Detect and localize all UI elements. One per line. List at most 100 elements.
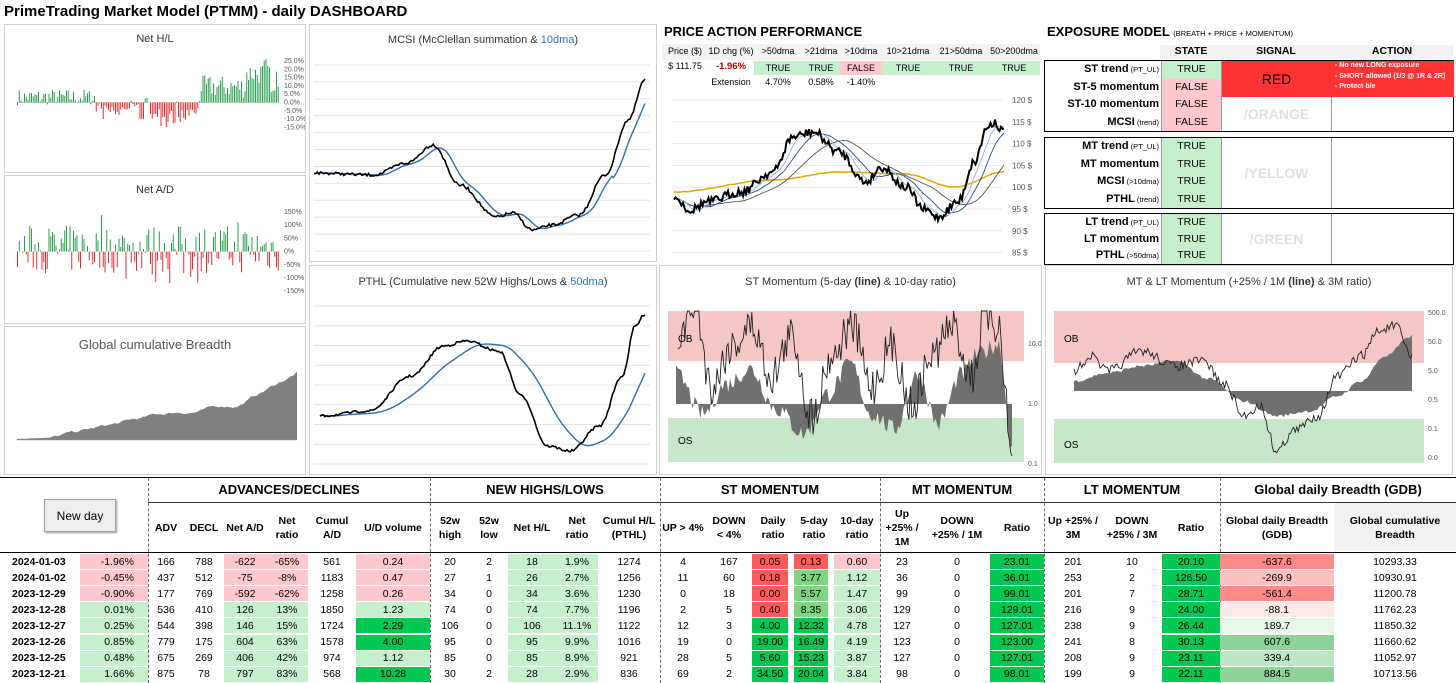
net-hl-chart: 25.0%20.0% 15.0%10.0%5.0% 0.0%-5.0%-10.0%-…	[17, 58, 305, 131]
table-cell: 20.04	[794, 666, 828, 682]
table-cell: 1258	[320, 587, 344, 600]
table-cell: 788	[195, 555, 213, 568]
net-ad-bar	[225, 234, 227, 252]
net-hl-bar	[263, 60, 265, 103]
net-ad-bar	[164, 243, 165, 252]
net-ad-bar	[50, 236, 52, 252]
table-cell: 20	[444, 555, 456, 568]
table-cell: 26	[508, 570, 556, 586]
net-ad-bar	[153, 227, 155, 252]
group-header: ST MOMENTUM	[720, 482, 820, 497]
net-ad-bar	[237, 222, 239, 252]
table-cell: 9	[1129, 668, 1135, 681]
net-ad-bar	[88, 251, 90, 261]
net-hl-bar	[111, 102, 113, 107]
net-hl-bar	[17, 102, 18, 106]
net-ad-bar	[134, 251, 136, 262]
net-hl-bar	[18, 90, 20, 103]
table-cell: 9.9%	[556, 634, 598, 650]
mt-state-cell: TRUE	[1162, 155, 1221, 173]
net-ad-bar	[76, 235, 78, 252]
column-header: Daily ratio	[760, 515, 786, 541]
price-flag: TRUE	[802, 61, 840, 75]
group-underline	[148, 502, 1456, 503]
table-cell: 1196	[617, 603, 641, 616]
mcsi-title: MCSI (McClellan summation & 10dma)	[387, 34, 579, 46]
net-ad-bar	[246, 234, 248, 252]
net-ad-bar	[95, 233, 97, 252]
net-hl-bar	[165, 102, 167, 128]
st-ob-zone	[668, 311, 1024, 361]
net-ad-bar	[204, 229, 206, 252]
table-cell: 0.05	[752, 554, 788, 569]
net-hl-bar	[235, 86, 237, 103]
net-hl-bar	[118, 102, 120, 115]
table-cell: 5	[726, 652, 732, 665]
net-ad-bar	[235, 250, 237, 252]
net-hl-bar	[164, 102, 165, 117]
table-cell: 3.84	[834, 666, 880, 682]
net-ad-bar	[179, 226, 181, 252]
table-cell: 769	[195, 587, 213, 600]
exposure-label-sub: (PT_UL)	[1128, 65, 1159, 74]
table-cell: 3.06	[834, 602, 880, 618]
table-cell: 9	[1129, 652, 1135, 665]
net-hl-bar	[230, 83, 232, 103]
net-ad-bar	[90, 251, 92, 253]
table-cell: 23	[896, 555, 908, 568]
price-action-header: 1D chg (%)	[708, 46, 754, 56]
net-hl-bar	[67, 90, 69, 103]
table-cell: 2	[486, 668, 492, 681]
action-item: - SHORT allowed (1/3 @ 1R & 2R)	[1335, 72, 1446, 80]
net-ad-bar	[146, 235, 148, 252]
net-hl-bar	[104, 102, 106, 106]
price-action-values: $ 111.75 -1.96% TRUE TRUE FALSE TRUE TRUE TRUE	[662, 61, 1040, 75]
net-ad-bar	[192, 251, 193, 270]
net-ad-bar	[43, 251, 45, 263]
group-header: ADVANCES/DECLINES	[218, 482, 360, 497]
net-ad-bar	[202, 251, 204, 258]
net-hl-bar	[66, 90, 67, 103]
table-cell: 95	[444, 636, 456, 648]
table-cell: 11660.62	[1373, 636, 1417, 648]
table-cell: 11850.32	[1373, 619, 1417, 632]
column-header: DECL	[189, 522, 219, 534]
table-cell: 0	[954, 619, 960, 632]
net-hl-bar	[101, 102, 102, 109]
net-ad-bar	[53, 234, 55, 252]
net-ad-bar	[206, 251, 207, 273]
column-header: UP > 4%	[662, 522, 704, 534]
table-cell: 127	[893, 619, 911, 632]
net-ad-bar	[64, 230, 66, 252]
table-cell: 7	[1129, 587, 1135, 600]
new-day-button[interactable]: New day	[44, 499, 116, 532]
table-cell: 166	[157, 555, 175, 568]
table-cell: 5	[726, 603, 732, 616]
net-ad-bar	[256, 236, 258, 252]
net-ad-bar	[188, 251, 190, 255]
table-cell: 24.00	[1162, 602, 1220, 618]
mtlt-tick: 50.0	[1428, 339, 1442, 346]
table-cell: 18	[723, 587, 735, 600]
table-cell: 0	[486, 619, 492, 632]
net-ad-bar	[73, 230, 74, 252]
mtlt-momentum-title: MT & LT Momentum (+25% / 1M (line) & 3M …	[1126, 276, 1372, 288]
net-hl-bar	[227, 87, 228, 103]
net-ad-bar	[106, 229, 108, 252]
net-hl-bar	[94, 96, 95, 103]
net-hl-bar	[87, 93, 88, 103]
net-hl-bar	[46, 102, 48, 105]
table-cell: -637.6	[1220, 554, 1334, 569]
net-ad-tick: 0%	[284, 249, 294, 256]
column-header: Up +25% / 3M	[1048, 515, 1098, 541]
signal-lt: /GREEN	[1249, 231, 1304, 247]
net-hl-bar	[216, 86, 218, 103]
group-header: Global daily Breadth (GDB)	[1254, 482, 1422, 497]
table-cell: 0	[954, 603, 960, 616]
exposure-label-text: ST-10 momentum	[1067, 98, 1159, 110]
net-ad-bar	[150, 251, 151, 265]
net-ad-bar	[276, 251, 277, 268]
net-ad-bar	[162, 251, 164, 272]
table-cell: 15%	[266, 618, 308, 634]
net-ad-bar	[220, 230, 221, 252]
